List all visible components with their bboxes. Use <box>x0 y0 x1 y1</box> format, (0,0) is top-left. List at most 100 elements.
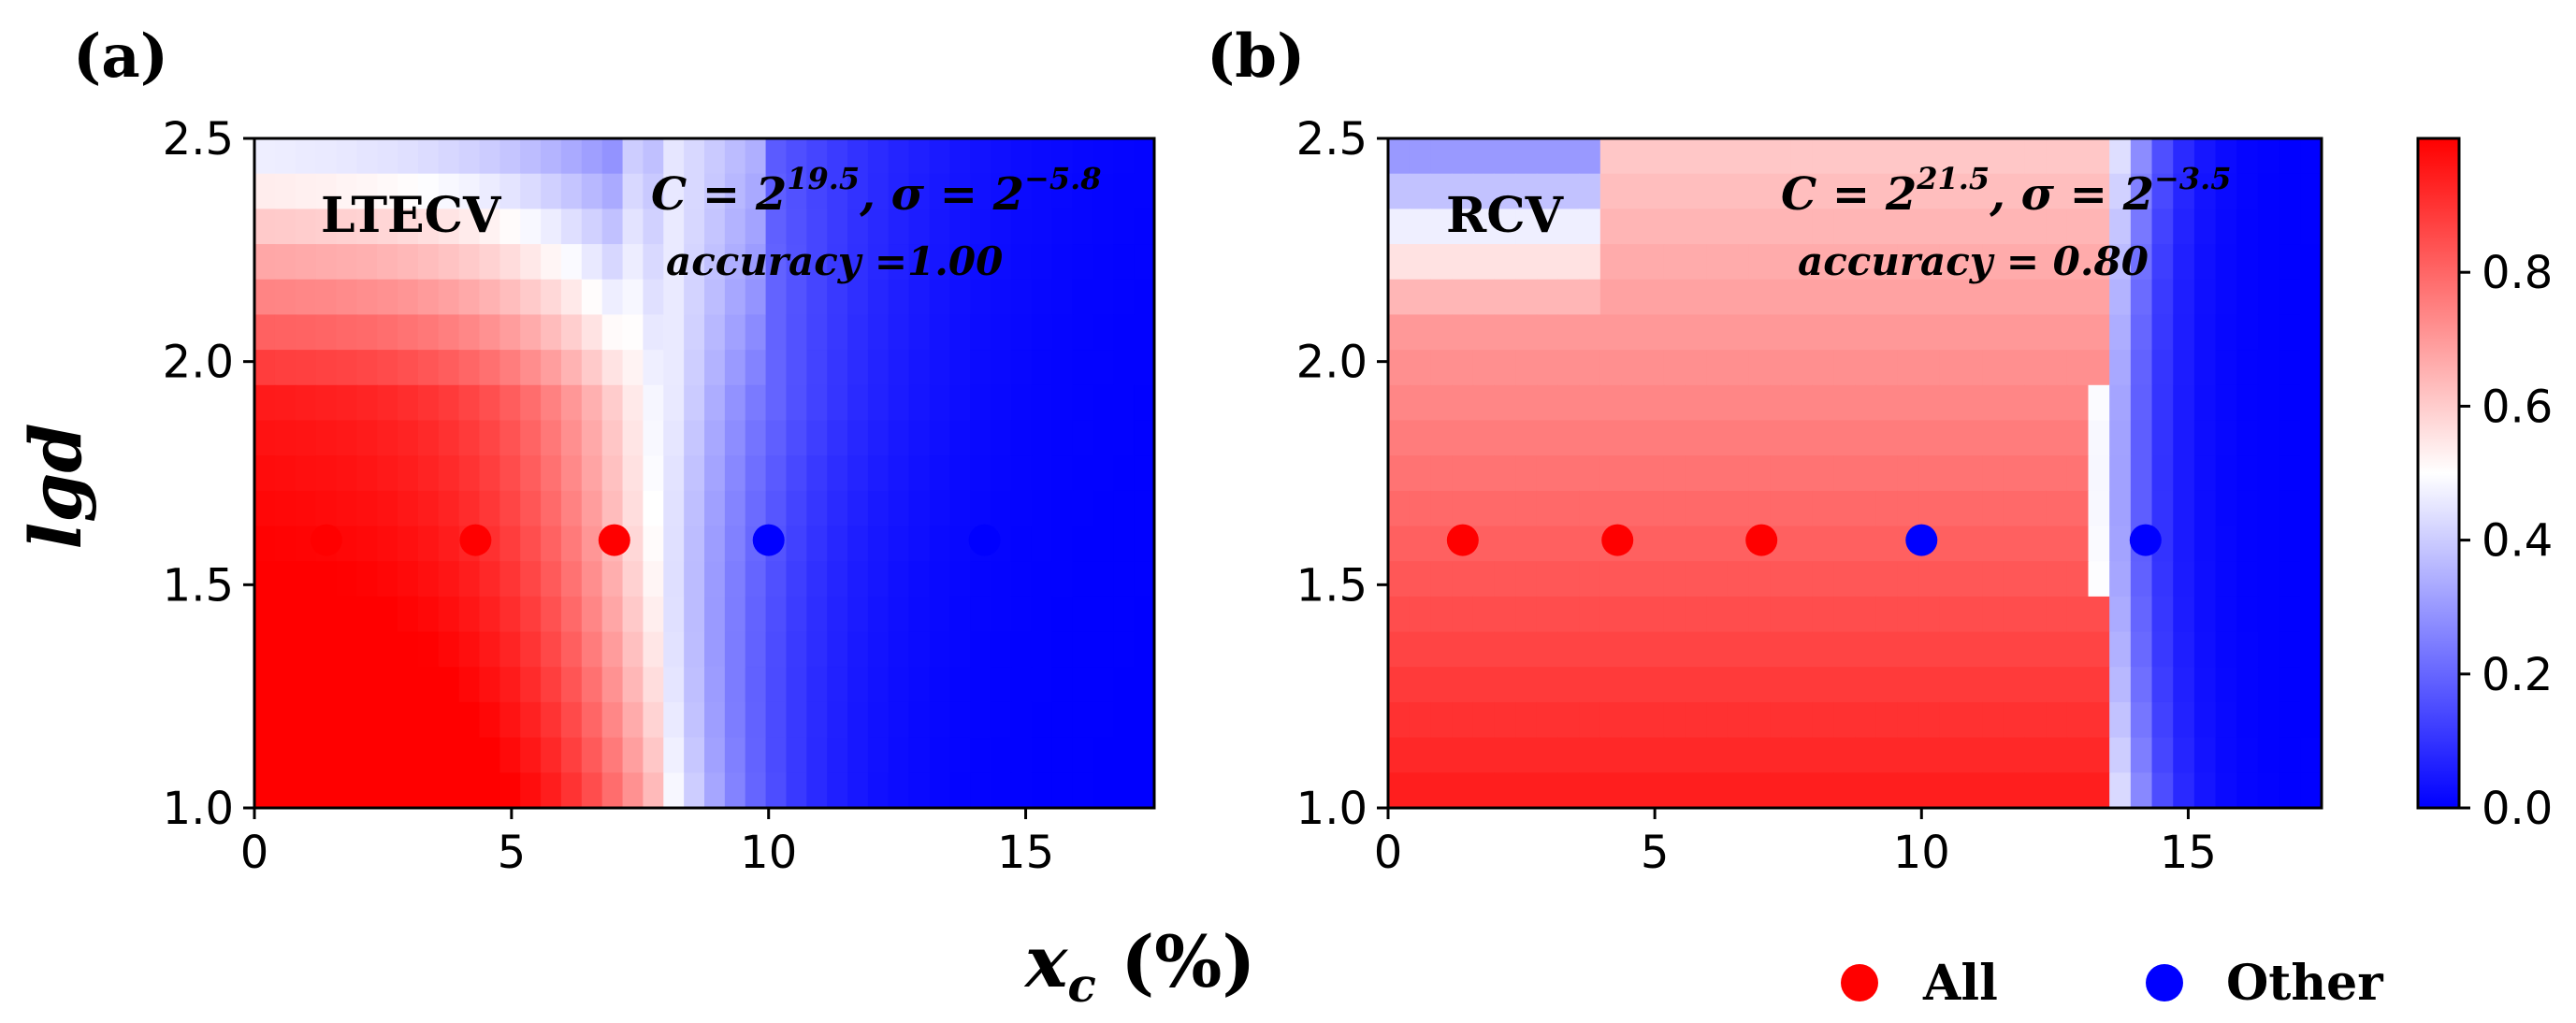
heat-cell <box>2151 667 2174 703</box>
heat-cell <box>724 596 746 633</box>
heat-cell <box>1536 244 1559 281</box>
heat-cell <box>1536 279 1559 316</box>
heat-cell <box>2130 350 2153 386</box>
heat-cell <box>1093 420 1114 456</box>
heat-cell <box>1409 667 1431 703</box>
heat-cell <box>2130 279 2153 316</box>
heat-cell <box>1790 314 1814 351</box>
heat-cell <box>2215 631 2237 668</box>
heat-cell <box>806 244 828 281</box>
heat-cell <box>2024 490 2047 527</box>
heat-cell <box>622 279 644 316</box>
heat-cell <box>1663 314 1686 351</box>
heat-cell <box>1897 420 1919 456</box>
heat-cell <box>417 420 440 456</box>
heat-cell <box>888 737 910 773</box>
heat-cell <box>765 314 788 351</box>
heat-cell <box>867 244 890 281</box>
heat-cell <box>929 737 950 773</box>
heat-cell <box>1833 173 1856 209</box>
heat-cell <box>1855 455 1877 492</box>
heat-cell <box>1599 772 1623 809</box>
heat-cell <box>2193 420 2217 456</box>
heat-cell <box>1010 561 1033 598</box>
heat-cell <box>2024 667 2047 703</box>
heat-cell <box>541 596 562 633</box>
heat-cell <box>786 561 807 598</box>
heat-cell <box>438 772 460 809</box>
heat-cell <box>1557 420 1580 456</box>
heat-cell <box>254 350 276 386</box>
heat-cell <box>1685 561 1707 598</box>
heat-cell <box>929 526 950 562</box>
heat-cell <box>417 279 440 316</box>
heat-cell <box>643 490 664 527</box>
heat-cell <box>1643 701 1665 739</box>
heat-cell <box>1790 173 1814 209</box>
heat-cell <box>479 138 500 175</box>
heat-cell <box>2109 561 2132 598</box>
heat-cell <box>949 244 971 281</box>
heat-cell <box>315 561 338 598</box>
heat-cell <box>1833 420 1856 456</box>
heat-cell <box>1494 314 1516 351</box>
heat-cell <box>438 209 460 245</box>
heat-cell <box>929 490 950 527</box>
heat-cell <box>417 209 440 245</box>
plot-frame-b <box>1386 137 2323 810</box>
heat-cell <box>1939 384 1962 422</box>
heat-cell <box>1134 244 1155 281</box>
heat-cell <box>1663 420 1686 456</box>
heat-cell <box>1515 596 1538 633</box>
heat-cell <box>643 420 664 456</box>
heat-cell <box>663 631 685 668</box>
heat-cell <box>2173 667 2195 703</box>
heat-cell <box>806 209 828 245</box>
heat-cell <box>336 772 357 809</box>
heat-cell <box>1727 209 1750 245</box>
heat-cell <box>1621 772 1643 809</box>
heat-cell <box>1494 561 1516 598</box>
heat-cell <box>991 561 1012 598</box>
heat-cell <box>1663 244 1686 281</box>
heat-cell <box>2193 384 2217 422</box>
heat-cell <box>499 596 521 633</box>
heat-cell <box>1643 279 1665 316</box>
heat-cell <box>1643 455 1665 492</box>
heat-cell <box>806 737 828 773</box>
heat-cell <box>1409 737 1431 773</box>
heat-cell <box>1430 384 1453 422</box>
heat-cell <box>1621 244 1643 281</box>
heat-cell <box>1621 701 1643 739</box>
heat-cell <box>1918 314 1941 351</box>
heat-cell <box>520 314 542 351</box>
heat-cell <box>1452 244 1474 281</box>
heat-cell <box>2279 490 2301 527</box>
heat-cell <box>888 526 910 562</box>
heat-cell <box>2024 244 2047 281</box>
heat-cell <box>949 314 971 351</box>
heat-cell <box>1472 384 1496 422</box>
heat-cell <box>1748 314 1771 351</box>
heat-cell <box>499 314 521 351</box>
heat-cell <box>1536 772 1559 809</box>
heat-cell <box>560 279 583 316</box>
y-tick-label: 1.0 <box>163 783 234 835</box>
heat-cell <box>1770 384 1792 422</box>
heat-cell <box>2024 455 2047 492</box>
heat-cell <box>2173 173 2195 209</box>
heat-cell <box>1748 596 1771 633</box>
heat-cell <box>2109 737 2132 773</box>
heat-cell <box>2300 526 2323 562</box>
heat-cell <box>724 209 746 245</box>
heat-cell <box>1897 279 1919 316</box>
heat-cell <box>1939 455 1962 492</box>
heat-cell <box>2215 138 2237 175</box>
heat-cell <box>2257 561 2280 598</box>
heat-cell <box>1727 772 1750 809</box>
heat-cell <box>336 384 357 422</box>
heat-cell <box>1031 420 1053 456</box>
heat-cell <box>1409 490 1431 527</box>
heat-cell <box>1113 314 1135 351</box>
heat-cell <box>601 279 624 316</box>
